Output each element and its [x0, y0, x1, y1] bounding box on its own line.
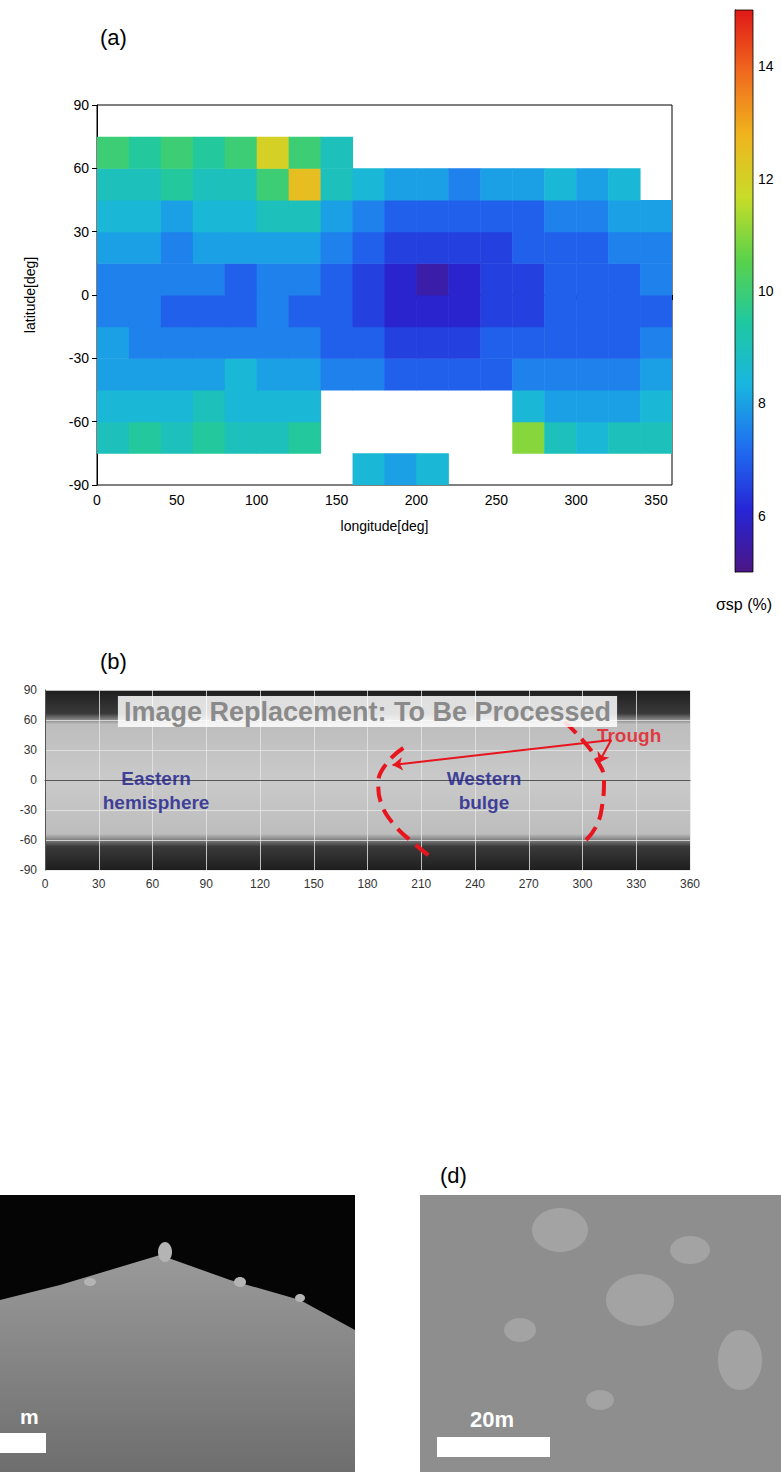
- svg-text:-90: -90: [69, 477, 89, 493]
- svg-text:Image Replacement: To Be Proce: Image Replacement: To Be Processed: [124, 697, 611, 727]
- svg-text:300: 300: [564, 492, 588, 508]
- svg-text:60: 60: [146, 877, 160, 891]
- svg-text:bulge: bulge: [459, 792, 510, 813]
- svg-text:50: 50: [169, 492, 185, 508]
- svg-text:60: 60: [24, 713, 38, 727]
- svg-text:360: 360: [680, 877, 700, 891]
- svg-text:30: 30: [92, 877, 106, 891]
- svg-text:270: 270: [519, 877, 539, 891]
- svg-text:-60: -60: [69, 414, 89, 430]
- svg-text:0: 0: [93, 492, 101, 508]
- svg-text:150: 150: [325, 492, 349, 508]
- svg-text:250: 250: [485, 492, 509, 508]
- svg-text:300: 300: [572, 877, 592, 891]
- svg-text:latitude[deg]: latitude[deg]: [22, 257, 38, 333]
- svg-text:m: m: [20, 1405, 39, 1428]
- svg-text:(d): (d): [440, 1163, 467, 1188]
- svg-text:σsp (%): σsp (%): [716, 596, 772, 613]
- svg-text:240: 240: [465, 877, 485, 891]
- svg-text:30: 30: [73, 224, 89, 240]
- svg-text:-30: -30: [20, 803, 38, 817]
- svg-text:350: 350: [644, 492, 668, 508]
- svg-text:30: 30: [24, 743, 38, 757]
- svg-text:(b): (b): [100, 649, 127, 674]
- svg-text:90: 90: [200, 877, 214, 891]
- svg-text:(a): (a): [100, 25, 127, 50]
- svg-text:10: 10: [758, 283, 774, 299]
- svg-text:100: 100: [245, 492, 269, 508]
- svg-text:180: 180: [357, 877, 377, 891]
- svg-text:-60: -60: [20, 833, 38, 847]
- svg-text:120: 120: [250, 877, 270, 891]
- svg-text:0: 0: [42, 877, 49, 891]
- svg-text:6: 6: [758, 508, 766, 524]
- svg-text:60: 60: [73, 160, 89, 176]
- svg-text:0: 0: [81, 287, 89, 303]
- svg-text:210: 210: [411, 877, 431, 891]
- svg-text:90: 90: [24, 683, 38, 697]
- svg-text:90: 90: [73, 97, 89, 113]
- svg-text:-30: -30: [69, 350, 89, 366]
- svg-text:Eastern: Eastern: [121, 768, 191, 789]
- svg-text:-90: -90: [20, 863, 38, 877]
- svg-text:330: 330: [626, 877, 646, 891]
- svg-text:Western: Western: [447, 768, 522, 789]
- svg-text:8: 8: [758, 395, 766, 411]
- svg-text:0: 0: [30, 773, 37, 787]
- svg-text:hemisphere: hemisphere: [103, 792, 210, 813]
- svg-text:Trough: Trough: [597, 725, 661, 746]
- svg-text:150: 150: [304, 877, 324, 891]
- svg-text:longitude[deg]: longitude[deg]: [341, 518, 429, 534]
- svg-text:14: 14: [758, 58, 774, 74]
- svg-text:200: 200: [405, 492, 429, 508]
- svg-text:20m: 20m: [470, 1407, 514, 1432]
- svg-text:12: 12: [758, 171, 774, 187]
